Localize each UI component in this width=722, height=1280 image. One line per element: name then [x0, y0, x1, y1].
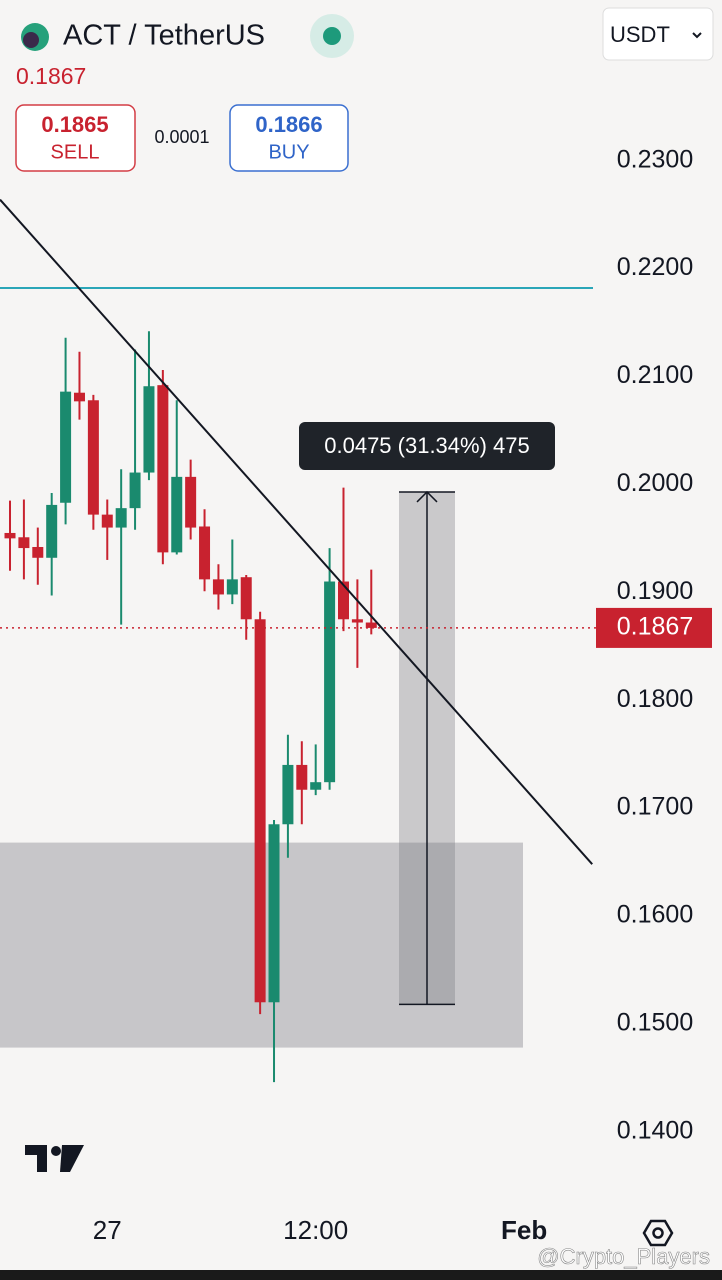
candle-body: [337, 581, 349, 620]
candle-body: [254, 619, 266, 1003]
x-tick-label: 12:00: [283, 1215, 348, 1245]
sell-button[interactable]: [15, 104, 136, 172]
arrow-head: [416, 490, 438, 503]
candle-body: [199, 526, 211, 580]
candle-body: [324, 581, 336, 783]
y-tick-label: 0.1500: [617, 1008, 693, 1036]
buy-button[interactable]: [229, 104, 349, 172]
trend-line: [0, 198, 593, 865]
candle-body: [240, 577, 252, 620]
last-price: 0.1867: [16, 63, 86, 89]
candle-body: [296, 764, 308, 790]
candle-body: [129, 472, 141, 509]
spread: 0.0001: [154, 127, 209, 147]
measure-label-box: [299, 422, 555, 470]
status-dot: [323, 27, 341, 45]
candle-body: [73, 392, 85, 402]
candle-body: [185, 476, 197, 528]
candle-body: [282, 764, 294, 825]
chevron: [692, 32, 702, 39]
candle-body: [115, 508, 127, 528]
currency-select[interactable]: [602, 7, 714, 61]
y-tick-label: 0.2300: [617, 145, 693, 173]
y-tick-label: 0.1700: [617, 793, 693, 821]
candle-body: [32, 546, 44, 558]
candle-body: [143, 386, 155, 473]
sell-price: 0.1865: [41, 112, 108, 137]
coin-logo-inner: [23, 32, 39, 48]
y-tick-label: 0.1800: [617, 685, 693, 713]
candle-body: [18, 537, 30, 549]
x-tick-label: 27: [93, 1215, 122, 1245]
x-tick-label: Feb: [501, 1215, 547, 1245]
candle-body: [46, 504, 58, 558]
candle-body: [212, 579, 224, 595]
candle-body: [351, 619, 363, 623]
bottom-bar: [0, 1270, 722, 1280]
candle-body: [226, 579, 238, 595]
buy-price: 0.1866: [255, 112, 322, 137]
y-tick-label: 0.1400: [617, 1116, 693, 1144]
candle-body: [4, 532, 16, 539]
buy-label: BUY: [268, 141, 309, 163]
sell-label: SELL: [51, 141, 100, 163]
candle-body: [87, 400, 99, 515]
y-tick-label: 0.1600: [617, 901, 693, 929]
y-tick-label: 0.2100: [617, 361, 693, 389]
candle-body: [60, 391, 72, 503]
current-price-tag: [596, 607, 712, 648]
candle-body: [365, 622, 377, 628]
candle-body: [157, 385, 169, 553]
symbol: ACT / TetherUS: [63, 20, 265, 52]
plot: 0.1400 0.1500 0.1600 0.1700 0.1800 0.1900 0.20…: [0, 145, 712, 1245]
candle-body: [101, 514, 113, 528]
current-price-label: 0.1867: [617, 613, 693, 641]
tv-logo: [25, 1145, 84, 1172]
candle-body: [268, 824, 280, 1003]
currency: USDT: [610, 22, 670, 47]
settings-icon[interactable]: [642, 1219, 674, 1247]
candle-body: [310, 782, 322, 790]
y-tick-label: 0.2000: [617, 469, 693, 497]
y-tick-label: 0.1900: [617, 577, 693, 605]
measure-label: 0.0475 (31.34%) 475: [324, 433, 530, 458]
watermark: @Crypto_Players: [537, 1244, 710, 1269]
candle-body: [171, 476, 183, 553]
y-tick-label: 0.2200: [617, 253, 693, 281]
